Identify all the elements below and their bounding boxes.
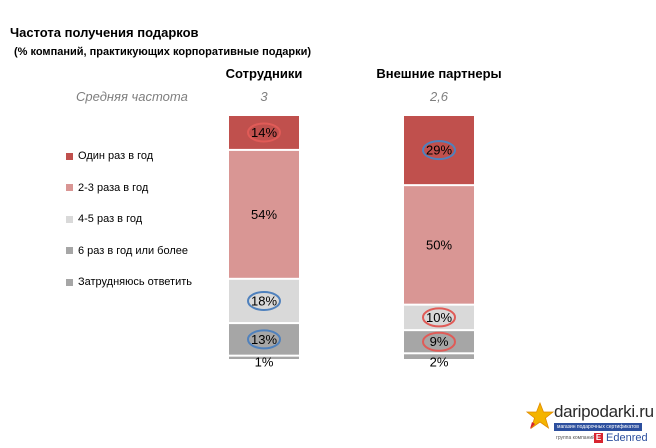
- data-label-partners-hard-to-say: 2%: [430, 355, 449, 370]
- bar-segment-employees-four-five: [229, 279, 299, 323]
- legend-item-hard-to-say: Затрудняюсь ответить: [66, 274, 192, 290]
- brand-tagline: магазин подарочных сертификатов: [554, 423, 642, 431]
- legend-label-hard-to-say: Затрудняюсь ответить: [78, 276, 193, 289]
- column-header-employees: Сотрудники: [225, 66, 303, 81]
- legend-label-two-three: 2-3 раза в год: [78, 181, 149, 194]
- star-icon: [526, 402, 554, 429]
- data-label-employees-two-three: 54%: [251, 207, 277, 222]
- data-label-employees-once: 14%: [251, 125, 277, 140]
- brand-partner: Edenred: [606, 432, 648, 444]
- legend-label-four-five: 4-5 раз в год: [78, 213, 143, 226]
- brand-logo: daripodarki.ru магазин подарочных сертиф…: [526, 402, 654, 446]
- bar-segment-employees-six-plus: [229, 324, 299, 355]
- brand-group-label: группа компаний: [556, 435, 595, 441]
- legend-swatch-once: [66, 152, 73, 160]
- data-label-employees-four-five: 18%: [251, 293, 277, 308]
- legend-label-six-plus: 6 раз в год или более: [78, 244, 188, 257]
- data-label-partners-two-three: 50%: [426, 237, 452, 252]
- legend-swatch-two-three: [66, 184, 73, 192]
- highlight-circle-partners-six-plus: [422, 331, 456, 352]
- brand-name: daripodarki.ru: [554, 402, 654, 421]
- data-label-employees-hard-to-say: 1%: [255, 355, 274, 370]
- highlight-circle-partners-once: [422, 140, 456, 161]
- highlight-circle-employees-once: [247, 122, 281, 143]
- legend-swatch-four-five: [66, 215, 73, 223]
- bar-segment-partners-four-five: [404, 305, 474, 330]
- bar-segment-partners-hard-to-say: [404, 354, 474, 359]
- average-frequency-label: Средняя частота: [76, 89, 188, 104]
- bar-segment-employees-once: [229, 116, 299, 149]
- data-label-partners-six-plus: 9%: [430, 334, 449, 349]
- highlight-circle-employees-six-plus: [247, 329, 281, 350]
- highlight-circle-employees-four-five: [247, 290, 281, 311]
- legend-label-once: Один раз в год: [78, 150, 154, 162]
- legend-item-six-plus: 6 раз в год или более: [66, 243, 192, 259]
- legend-swatch-hard-to-say: [66, 278, 73, 286]
- column-header-partners: Внешние партнеры: [376, 66, 502, 81]
- bar-segment-employees-two-three: [229, 150, 299, 278]
- highlight-circle-partners-four-five: [422, 307, 456, 328]
- bar-segment-partners-once: [404, 116, 474, 185]
- legend-swatch-six-plus: [66, 247, 73, 255]
- legend-item-once: Один раз в год: [66, 148, 192, 164]
- data-label-partners-four-five: 10%: [426, 310, 452, 325]
- chart-subtitle: (% компаний, практикующих корпоративные …: [14, 46, 312, 58]
- legend-item-four-five: 4-5 раз в год: [66, 211, 192, 227]
- edenred-mark-icon: E: [594, 433, 603, 443]
- data-label-employees-six-plus: 13%: [251, 332, 277, 347]
- bar-segment-partners-two-three: [404, 186, 474, 304]
- average-frequency-employees: 3: [260, 89, 268, 104]
- legend-item-two-three: 2-3 раза в год: [66, 180, 192, 196]
- data-label-partners-once: 29%: [426, 143, 452, 158]
- bar-segment-partners-six-plus: [404, 331, 474, 353]
- chart-title: Частота получения подарков: [10, 25, 199, 40]
- legend: Один раз в год 2-3 раза в год 4-5 раз в …: [66, 148, 192, 306]
- average-frequency-partners: 2,6: [429, 89, 449, 104]
- bar-segment-employees-hard-to-say: [229, 356, 299, 359]
